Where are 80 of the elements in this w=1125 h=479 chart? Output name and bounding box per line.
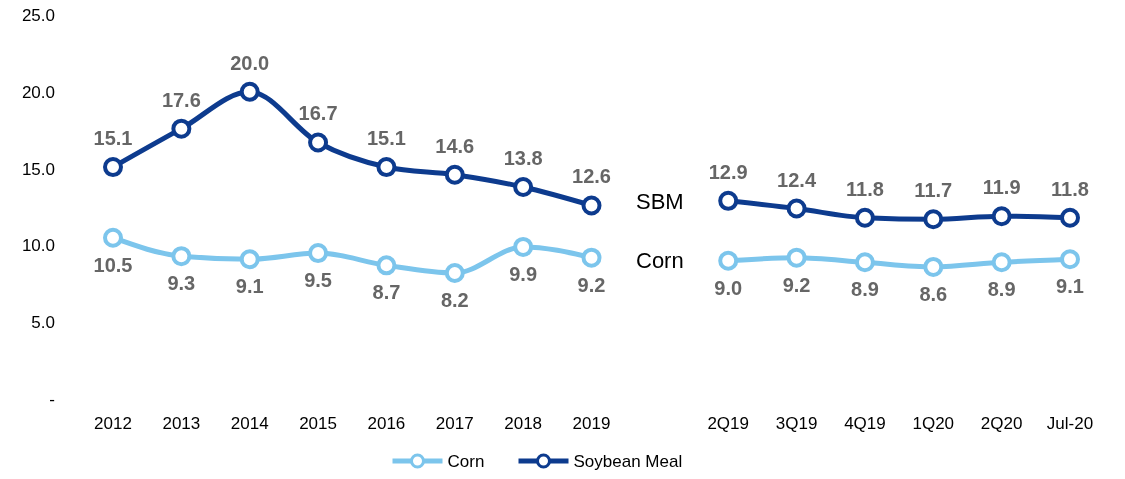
- point: [103, 227, 123, 248]
- x-tick-label: 2017: [435, 414, 474, 433]
- annotation: SBM: [636, 188, 684, 214]
- x-tick-label: 2016: [367, 414, 406, 433]
- data-label: 8.9: [851, 278, 879, 301]
- y-tick-label: 5.0: [31, 313, 55, 333]
- data-label: 13.8: [503, 147, 543, 170]
- x-tick-label: 2019: [572, 414, 611, 433]
- data-label: 9.0: [714, 276, 743, 299]
- data-label: 9.1: [235, 275, 264, 298]
- point: [991, 206, 1012, 227]
- point: [308, 132, 329, 153]
- data-label: 9.3: [167, 272, 196, 295]
- data-label: 9.5: [304, 269, 332, 292]
- legend-label: Soybean Meal: [573, 451, 683, 471]
- point: [854, 207, 875, 228]
- x-tick-label: 2015: [299, 414, 337, 433]
- data-label: 9.1: [1056, 275, 1084, 298]
- data-label: 20.0: [230, 51, 270, 74]
- data-label: 15.1: [93, 127, 133, 150]
- point: [444, 164, 465, 185]
- data-label: 11.8: [1051, 177, 1089, 200]
- point: [786, 247, 807, 268]
- y-tick-label: 10.0: [21, 236, 55, 256]
- data-label: 9.9: [509, 262, 538, 285]
- x-tick-label: 2013: [162, 414, 201, 433]
- point: [103, 157, 123, 178]
- data-label: 9.2: [782, 273, 811, 296]
- point: [991, 252, 1012, 273]
- x-tick-label: 2Q19: [707, 414, 750, 433]
- data-label: 8.6: [919, 282, 948, 305]
- legend-label: Corn: [447, 451, 485, 471]
- point: [718, 190, 739, 211]
- x-tick-label: 4Q19: [844, 414, 886, 433]
- data-label: 12.6: [572, 165, 611, 188]
- data-label: 8.2: [440, 289, 469, 312]
- point: [171, 118, 192, 139]
- data-label: 16.7: [298, 102, 338, 125]
- data-label: 15.1: [366, 127, 406, 150]
- data-label: 9.2: [577, 273, 606, 296]
- point: [308, 243, 329, 264]
- point: [444, 263, 465, 284]
- data-label: 8.9: [987, 278, 1016, 301]
- point: [718, 250, 739, 271]
- data-label: 11.7: [914, 179, 953, 202]
- annotation: Corn: [636, 248, 684, 274]
- x-tick-label: 3Q19: [775, 414, 818, 433]
- data-label: 12.9: [708, 160, 748, 183]
- point: [376, 157, 397, 178]
- y-tick-label: -: [49, 389, 55, 409]
- data-label: 11.9: [982, 176, 1021, 199]
- x-tick-label: 1Q20: [912, 414, 955, 433]
- y-tick-label: 25.0: [21, 5, 55, 25]
- point: [171, 246, 192, 267]
- data-label: 12.4: [777, 168, 817, 191]
- point: [513, 177, 534, 198]
- point: [513, 236, 534, 257]
- point: [786, 198, 807, 219]
- x-tick-label: Jul-20: [1046, 414, 1094, 433]
- x-tick-label: 2012: [94, 414, 132, 433]
- x-tick-label: 2014: [230, 414, 269, 433]
- x-tick-label: 2018: [504, 414, 543, 433]
- point: [854, 252, 875, 273]
- point: [581, 247, 602, 268]
- data-label: 10.5: [93, 253, 133, 276]
- point: [376, 255, 397, 276]
- point: [1060, 207, 1080, 228]
- point: [581, 195, 602, 216]
- point: [1060, 249, 1080, 270]
- point: [923, 209, 944, 230]
- y-tick-label: 20.0: [21, 82, 55, 102]
- y-tick-label: 15.0: [21, 159, 55, 179]
- data-label: 17.6: [161, 88, 201, 111]
- point: [239, 249, 260, 270]
- data-label: 8.7: [372, 281, 401, 304]
- data-label: 11.8: [846, 177, 884, 200]
- data-label: 14.6: [435, 134, 475, 157]
- point: [923, 256, 944, 277]
- point: [239, 81, 260, 102]
- x-tick-label: 2Q20: [980, 414, 1023, 433]
